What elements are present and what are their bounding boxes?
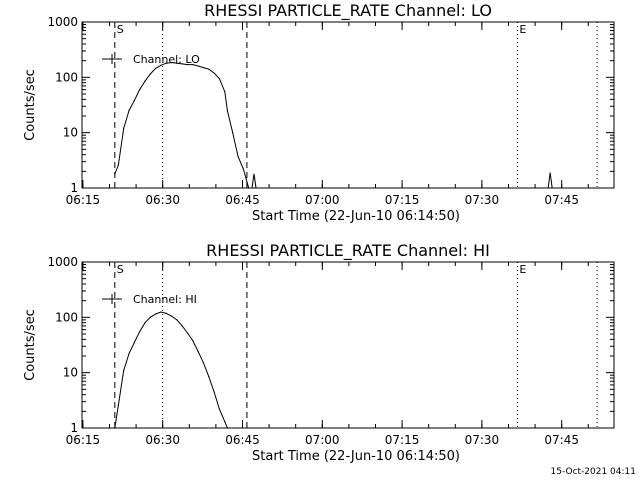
x-tick-label: 06:45 <box>225 193 260 207</box>
x-tick-label: 06:30 <box>145 433 180 447</box>
time-marker-label: S <box>117 263 124 276</box>
series-point <box>248 187 250 189</box>
legend-label: Channel: HI <box>133 293 197 306</box>
series-point <box>149 73 151 75</box>
series-point <box>218 408 221 410</box>
y-axis-label: Counts/sec <box>23 309 38 381</box>
chart-panel-0: RHESSI PARTICLE_RATE Channel: LO S E 06:15 0… <box>23 1 615 224</box>
series-point <box>181 325 183 327</box>
series-point <box>123 369 125 371</box>
footer-timestamp: 15-Oct-2021 04:11 <box>551 467 636 477</box>
legend-label: Channel: LO <box>133 53 200 66</box>
series-point <box>114 173 116 175</box>
y-tick-label: 1 <box>70 181 78 195</box>
x-tick-label: 06:15 <box>66 193 101 207</box>
series-point <box>242 168 244 170</box>
x-axis-label: Start Time (22-Jun-10 06:14:50) <box>252 449 460 464</box>
x-tick-label: 07:00 <box>305 193 340 207</box>
series-point <box>149 316 151 318</box>
series-point <box>176 319 178 321</box>
time-marker-label: E <box>519 23 526 36</box>
x-tick-label: 07:15 <box>385 433 420 447</box>
series-point <box>245 177 247 179</box>
y-tick-label: 100 <box>55 70 78 84</box>
series-point <box>117 164 119 166</box>
series-point <box>224 91 226 93</box>
series-point <box>197 65 199 67</box>
series-point <box>202 362 205 364</box>
series-point <box>186 63 189 66</box>
series-point <box>181 63 183 65</box>
series-point <box>144 322 146 324</box>
series-point <box>202 66 205 69</box>
series-point <box>226 110 229 112</box>
series-point <box>160 64 162 66</box>
series-point <box>154 313 157 315</box>
y-tick-label: 1 <box>70 421 78 435</box>
series-point <box>123 127 125 129</box>
y-tick-label: 10 <box>63 366 78 380</box>
series-point <box>208 375 210 378</box>
time-marker-label: E <box>519 263 526 276</box>
x-tick-label: 07:15 <box>385 193 420 207</box>
series-line <box>114 311 228 429</box>
series-point <box>114 427 116 429</box>
plot-frame <box>81 21 615 189</box>
series-point <box>208 68 210 70</box>
x-tick-label: 07:30 <box>465 193 500 207</box>
series-point <box>232 132 234 134</box>
chart-title: RHESSI PARTICLE_RATE Channel: LO <box>204 1 492 21</box>
x-tick-label: 07:00 <box>305 433 340 447</box>
x-tick-label: 07:45 <box>544 193 579 207</box>
series-point <box>213 391 215 393</box>
series-point <box>170 61 173 64</box>
series-point <box>133 99 135 102</box>
series-point <box>170 315 173 317</box>
x-tick-label: 06:15 <box>66 433 101 447</box>
series-point <box>117 404 119 406</box>
x-tick-label: 06:45 <box>225 433 260 447</box>
series-point <box>192 339 194 342</box>
series-point <box>237 155 239 158</box>
time-marker-label: S <box>117 23 124 36</box>
x-tick-label: 07:45 <box>544 433 579 447</box>
x-axis-label: Start Time (22-Jun-10 06:14:50) <box>252 209 460 224</box>
series-point <box>224 421 226 423</box>
x-tick-label: 06:30 <box>145 193 180 207</box>
series-point <box>186 332 189 334</box>
series-point <box>160 311 162 313</box>
series-point <box>213 72 215 74</box>
chart-title: RHESSI PARTICLE_RATE Channel: HI <box>206 241 490 261</box>
series-spike <box>547 172 553 189</box>
series-point <box>226 427 229 429</box>
series-point <box>192 63 194 66</box>
y-tick-label: 100 <box>55 310 78 324</box>
y-tick-label: 1000 <box>47 255 78 269</box>
series-point <box>128 353 130 355</box>
series-line <box>114 61 250 189</box>
series-point <box>139 89 141 91</box>
series-point <box>128 110 130 112</box>
series-point <box>165 62 167 64</box>
y-tick-label: 1000 <box>47 15 78 29</box>
chart-panel-1: RHESSI PARTICLE_RATE Channel: HI S E 06:15 0… <box>23 241 615 464</box>
series-spike <box>251 173 257 189</box>
x-tick-label: 07:30 <box>465 433 500 447</box>
series-point <box>176 62 178 64</box>
series-point <box>154 67 157 70</box>
series-point <box>144 80 146 82</box>
y-tick-label: 10 <box>63 126 78 140</box>
series-point <box>139 331 141 333</box>
plot-frame <box>81 261 615 429</box>
y-axis-label: Counts/sec <box>23 69 38 141</box>
series-point <box>133 341 135 344</box>
series-point <box>218 77 221 80</box>
series-point <box>165 312 167 314</box>
series-point <box>197 351 199 353</box>
